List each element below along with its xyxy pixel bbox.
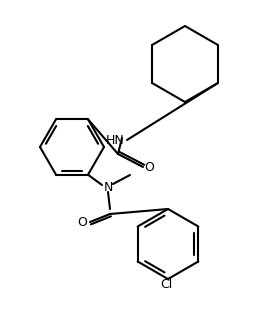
Text: Cl: Cl [160, 278, 172, 290]
Text: N: N [103, 181, 113, 194]
Text: O: O [144, 160, 154, 174]
Text: HN: HN [106, 133, 124, 146]
Text: O: O [77, 215, 87, 228]
